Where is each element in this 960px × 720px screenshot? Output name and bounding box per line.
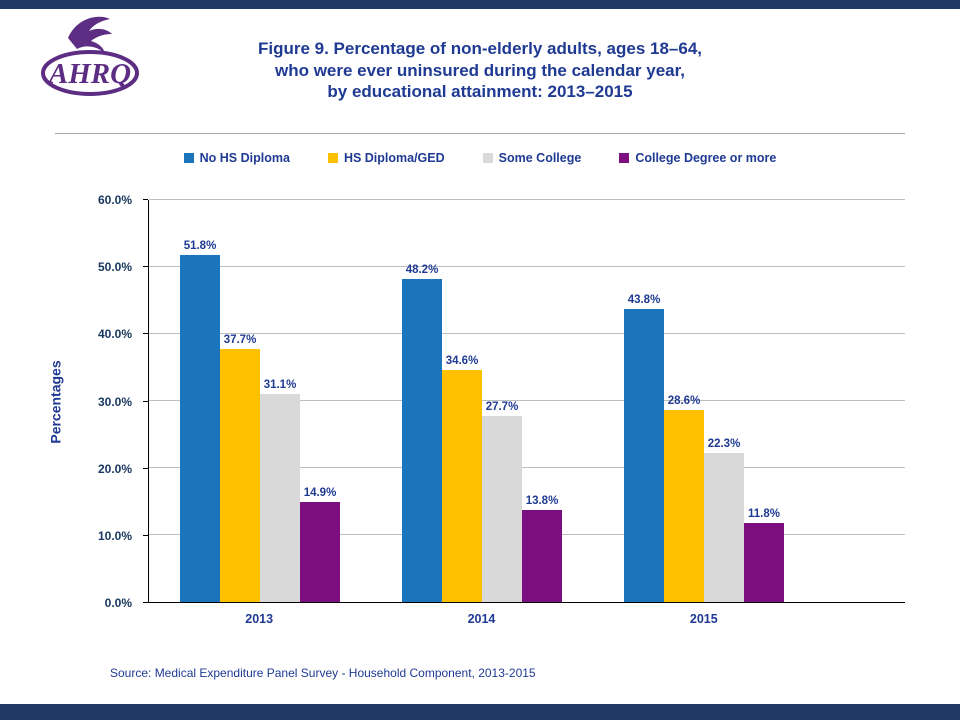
logo-swoosh-icon [41,50,139,96]
figure-title-line3: by educational attainment: 2013–2015 [327,82,633,101]
bar-no-hs-diploma-2015: 43.8% [624,294,664,602]
bar-value-label: 51.8% [183,239,217,252]
legend-swatch-icon [482,153,493,163]
y-tick-label: 30.0% [97,394,132,409]
bar-no-hs-diploma-2014: 48.2% [402,264,442,602]
bar-some-college-2014: 27.7% [482,401,522,602]
legend-label: College Degree or more [635,151,777,165]
source-text: Source: Medical Expenditure Panel Survey… [110,666,536,680]
figure-title: Figure 9. Percentage of non-elderly adul… [140,38,820,103]
legend-item-some-college: Some College [482,151,582,165]
bar-value-label: 11.8% [748,507,780,520]
gridline [149,400,905,401]
bar-value-label: 31.1% [263,378,297,391]
y-axis-tick-marks [143,199,148,603]
legend-label: HS Diploma/GED [343,151,445,165]
bar-value-label: 37.7% [223,334,257,347]
legend-item-no-hs-diploma: No HS Diploma [183,151,290,165]
y-tick-label: 10.0% [97,528,132,543]
bar-value-label: 34.6% [445,355,479,368]
legend-swatch-icon [327,153,338,163]
y-tick-mark [143,400,148,402]
legend-item-hs-diploma-ged: HS Diploma/GED [327,151,445,165]
bar-hs-diploma-ged-2013: 37.7% [220,334,260,602]
gridline [149,467,905,469]
bar-group-2013: 51.8% 37.7% 31.1% 14.9% [149,200,371,602]
y-tick-label: 40.0% [97,327,132,342]
figure-title-line1: Figure 9. Percentage of non-elderly adul… [257,39,703,58]
bar-value-label: 28.6% [667,395,701,408]
legend-item-college-degree-or-more: College Degree or more [619,151,776,165]
bar-value-label: 13.8% [525,494,559,507]
legend-label: Some College [498,151,582,165]
x-axis-label-2015: 2015 [689,612,718,626]
bar-value-label: 14.9% [303,487,337,500]
chart-legend: No HS Diploma HS Diploma/GED Some College C… [0,151,960,165]
top-accent-bar [0,0,960,9]
bar-value-label: 48.2% [405,264,439,277]
y-tick-mark [143,602,148,603]
legend-label: No HS Diploma [199,151,290,165]
bottom-accent-bar [0,704,960,720]
y-tick-label: 50.0% [97,260,132,275]
logo-text: AHRQ [47,58,131,90]
bar-college-degree-or-more-2014: 13.8% [522,495,562,602]
bar-some-college-2013: 31.1% [260,379,300,602]
x-axis-label-2014: 2014 [467,612,496,626]
figure-title-line2: who were ever uninsured during the calen… [274,60,686,80]
bar-value-label: 43.8% [627,293,661,306]
gridline [149,333,905,335]
y-tick-label: 20.0% [97,461,132,476]
bar-value-label: 22.3% [707,437,741,450]
ahrq-logo: AHRQ [40,6,140,106]
y-tick-mark [143,534,148,536]
gridline [149,266,905,267]
bar-college-degree-or-more-2013: 14.9% [300,487,340,602]
bar-hs-diploma-ged-2015: 28.6% [664,395,704,602]
y-tick-mark [143,467,148,469]
y-tick-mark [143,266,148,268]
bar-chart: Percentages 0.0% 10.0% 20.0% 30.0% 40.0% 50.0… [0,188,960,658]
x-axis-labels: 2013 2014 2015 [148,612,905,626]
bar-value-label: 27.7% [485,401,519,414]
ahrq-logo-icon: AHRQ [41,16,139,96]
header-divider [55,133,905,134]
legend-swatch-icon [183,153,194,163]
y-axis-tick-labels: 0.0% 10.0% 20.0% 30.0% 40.0% 50.0% 60.0% [0,193,138,610]
bar-hs-diploma-ged-2014: 34.6% [442,355,482,602]
bar-no-hs-diploma-2013: 51.8% [180,240,220,602]
y-tick-label: 0.0% [104,596,132,610]
bar-group-2015: 43.8% 28.6% 22.3% 11.8% [593,200,815,602]
bar-group-2014: 48.2% 34.6% 27.7% 13.8% [371,200,593,602]
plot-area: 51.8% 37.7% 31.1% 14.9% 48.2% 34.6% 27.7% 13.8%… [148,199,905,603]
bar-some-college-2015: 22.3% [704,438,744,602]
bar-college-degree-or-more-2015: 11.8% [744,508,784,602]
x-axis-label-2013: 2013 [245,612,274,626]
legend-swatch-icon [619,153,630,163]
y-tick-mark [143,199,148,200]
y-tick-mark [143,333,148,335]
y-tick-label: 60.0% [97,193,132,207]
gridline [149,199,905,200]
eagle-icon [68,16,112,53]
bar-groups: 51.8% 37.7% 31.1% 14.9% 48.2% 34.6% 27.7% 13.8%… [149,200,815,602]
